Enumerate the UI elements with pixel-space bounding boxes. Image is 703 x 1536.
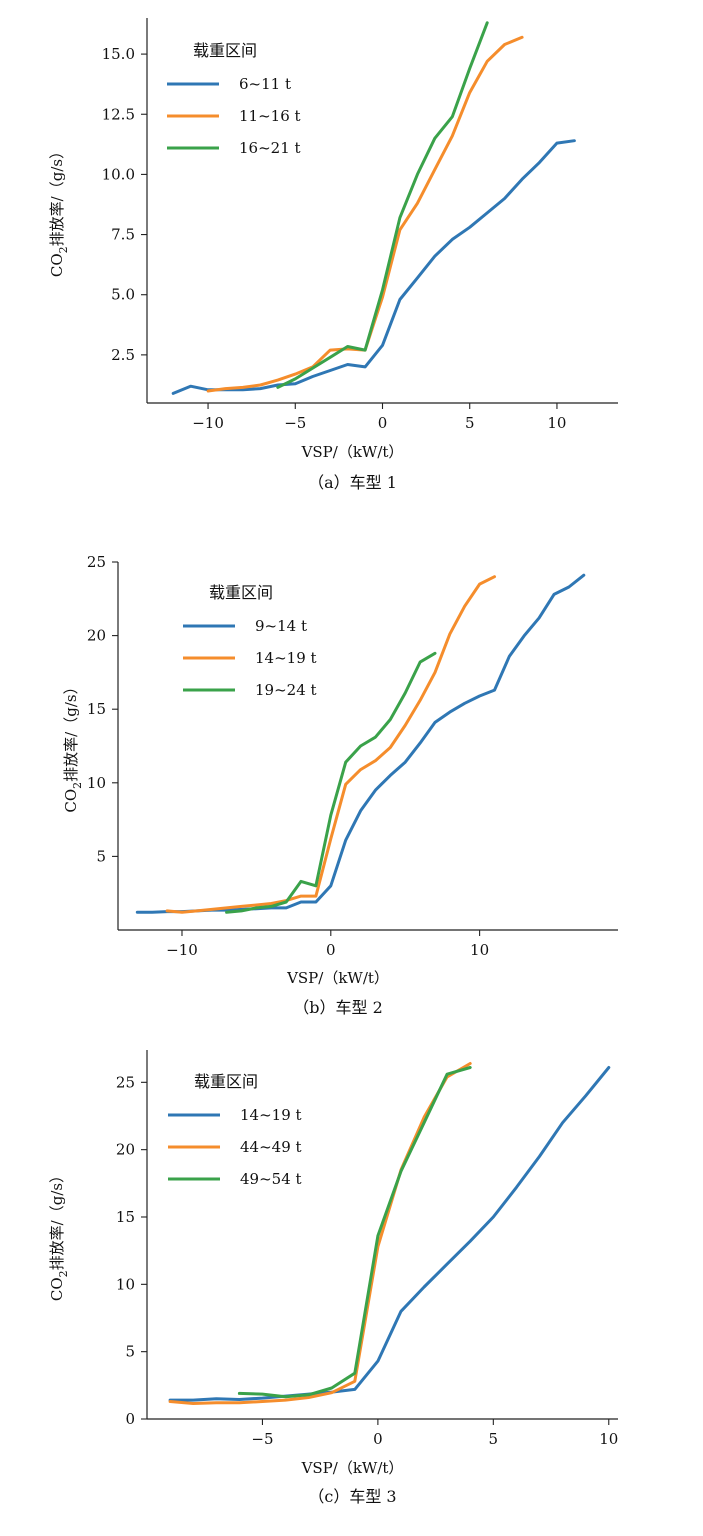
- y-tick-label: 10.0: [102, 165, 135, 183]
- x-axis-label: VSP/（kW/t）: [301, 1459, 404, 1477]
- series-line-2: [168, 1062, 472, 1405]
- y-axis-label-prefix: CO: [48, 1277, 66, 1301]
- y-tick-label: 15.0: [102, 45, 135, 63]
- legend-label: 9~14 t: [255, 617, 307, 635]
- chart-caption: （c）车型 3: [308, 1487, 396, 1506]
- y-axis-label-suffix: 排放率/（g/s）: [62, 679, 80, 781]
- x-tick-label: 10: [547, 414, 566, 432]
- x-tick-label: 10: [599, 1430, 618, 1448]
- y-tick-label: 5: [96, 847, 106, 865]
- y-tick-label: 2.5: [111, 346, 135, 364]
- y-axis-label-subscript: 2: [57, 246, 70, 253]
- y-axis-label: CO2排放率/（g/s）: [48, 144, 70, 277]
- series-line-1: [168, 1066, 611, 1402]
- legend-title: 载重区间: [209, 583, 273, 602]
- legend-label: 6~11 t: [239, 75, 291, 93]
- x-tick-label: 10: [470, 941, 489, 959]
- y-tick-label: 7.5: [111, 226, 135, 244]
- x-tick-label: 0: [373, 1430, 383, 1448]
- series-line-1: [171, 139, 576, 395]
- y-axis-label: CO2排放率/（g/s）: [48, 1168, 70, 1301]
- legend-label: 11~16 t: [239, 107, 301, 125]
- chart-panel-1: −10 −5 0 5 10 2.5 5.0 7.5 10.0 12.5 15.0 载重区间 6~11 t…: [48, 18, 618, 492]
- y-axis-label-suffix: 排放率/（g/s）: [48, 1168, 66, 1270]
- x-tick-label: −5: [251, 1430, 273, 1448]
- y-axis-label-prefix: CO: [62, 789, 80, 813]
- legend-label: 19~24 t: [255, 681, 317, 699]
- y-axis-label-suffix: 排放率/（g/s）: [48, 144, 66, 246]
- y-tick-label: 10: [116, 1275, 135, 1293]
- y-axis-label-prefix: CO: [48, 253, 66, 277]
- y-tick-label: 0: [125, 1410, 135, 1428]
- x-axis-label: VSP/（kW/t）: [301, 443, 404, 461]
- y-tick-label: 10: [87, 774, 106, 792]
- y-tick-label: 5: [125, 1343, 135, 1361]
- x-tick-label: −10: [192, 414, 224, 432]
- y-tick-label: 12.5: [102, 105, 135, 123]
- y-tick-label: 25: [87, 553, 106, 571]
- legend-label: 16~21 t: [239, 139, 301, 157]
- legend-label: 14~19 t: [240, 1106, 302, 1124]
- legend-label: 49~54 t: [240, 1170, 302, 1188]
- y-tick-label: 5.0: [111, 286, 135, 304]
- x-tick-label: 0: [378, 414, 388, 432]
- y-tick-label: 15: [116, 1208, 135, 1226]
- chart-caption: （a）车型 1: [308, 473, 397, 492]
- legend-title: 载重区间: [193, 41, 257, 60]
- legend-title: 载重区间: [194, 1072, 258, 1091]
- x-tick-label: 5: [489, 1430, 499, 1448]
- legend-label: 14~19 t: [255, 649, 317, 667]
- y-axis-label-subscript: 2: [57, 1270, 70, 1277]
- chart-caption: （b）车型 2: [293, 998, 383, 1017]
- x-axis-label: VSP/（kW/t）: [286, 969, 389, 987]
- series-line-2: [165, 575, 496, 914]
- y-tick-label: 20: [87, 627, 106, 645]
- y-tick-label: 15: [87, 700, 106, 718]
- chart-panel-2: −10 0 10 5 10 15 20 25 载重区间 9~14 t 14~19 t 19~24 t V…: [62, 553, 618, 1017]
- y-tick-label: 25: [116, 1073, 135, 1091]
- chart-panel-3: −5 0 5 10 0 5 10 15 20 25 载重区间 14~19 t 44~49 t 49~54 …: [48, 1050, 618, 1506]
- series-line-3: [276, 21, 489, 389]
- y-tick-label: 20: [116, 1141, 135, 1159]
- y-axis-label-subscript: 2: [71, 782, 84, 789]
- x-tick-label: 5: [465, 414, 475, 432]
- series-line-3: [225, 651, 437, 914]
- x-tick-label: −10: [166, 941, 198, 959]
- x-tick-label: 0: [326, 941, 336, 959]
- series-line-3: [237, 1066, 472, 1399]
- y-axis-label: CO2排放率/（g/s）: [62, 679, 84, 812]
- legend-label: 44~49 t: [240, 1138, 302, 1156]
- x-tick-label: −5: [284, 414, 306, 432]
